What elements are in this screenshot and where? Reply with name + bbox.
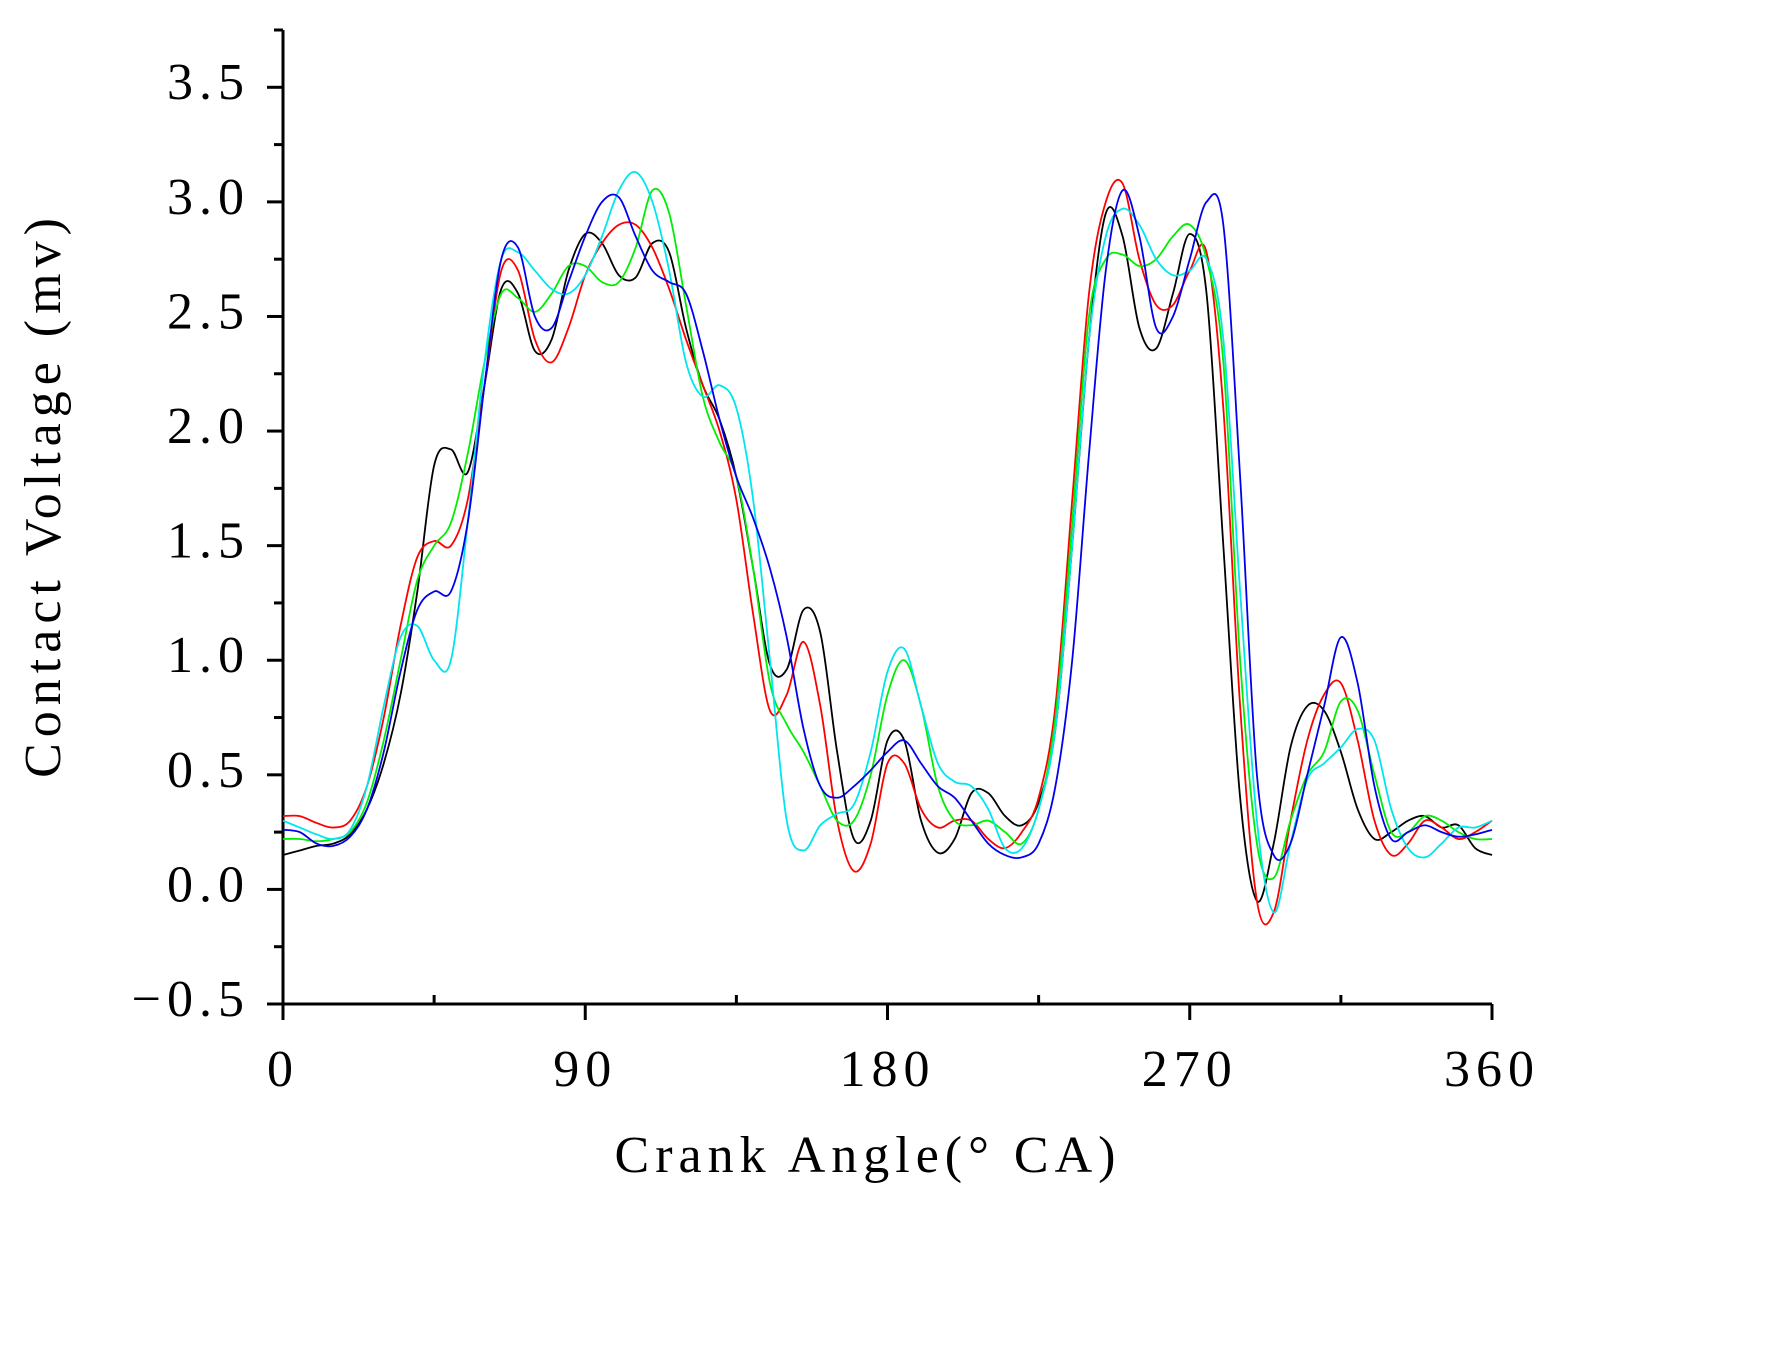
y-tick-label: 1.0	[167, 627, 250, 684]
x-tick-label: 270	[1142, 1041, 1238, 1098]
x-tick-label: 360	[1444, 1041, 1540, 1098]
y-tick-label: 1.5	[167, 513, 250, 570]
x-tick-label: 90	[553, 1041, 617, 1098]
y-tick-label: 0.5	[167, 742, 250, 799]
x-tick-label: 0	[267, 1041, 299, 1098]
y-axis-title: Contact Voltage (mv)	[15, 212, 72, 778]
series-line	[282, 170, 1493, 914]
y-tick-label: 2.0	[167, 398, 250, 455]
y-tick-label: 0.0	[167, 856, 250, 913]
series-line	[282, 188, 1493, 861]
y-tick-label: 3.0	[167, 169, 250, 226]
y-tick-label: −0.5	[132, 971, 250, 1028]
y-tick-label: 3.5	[167, 54, 250, 111]
y-tick-label: 2.5	[167, 283, 250, 340]
x-tick-label: 180	[840, 1041, 936, 1098]
x-axis-title: Crank Angle(° CA)	[615, 1127, 1122, 1184]
series-line	[282, 188, 1493, 881]
